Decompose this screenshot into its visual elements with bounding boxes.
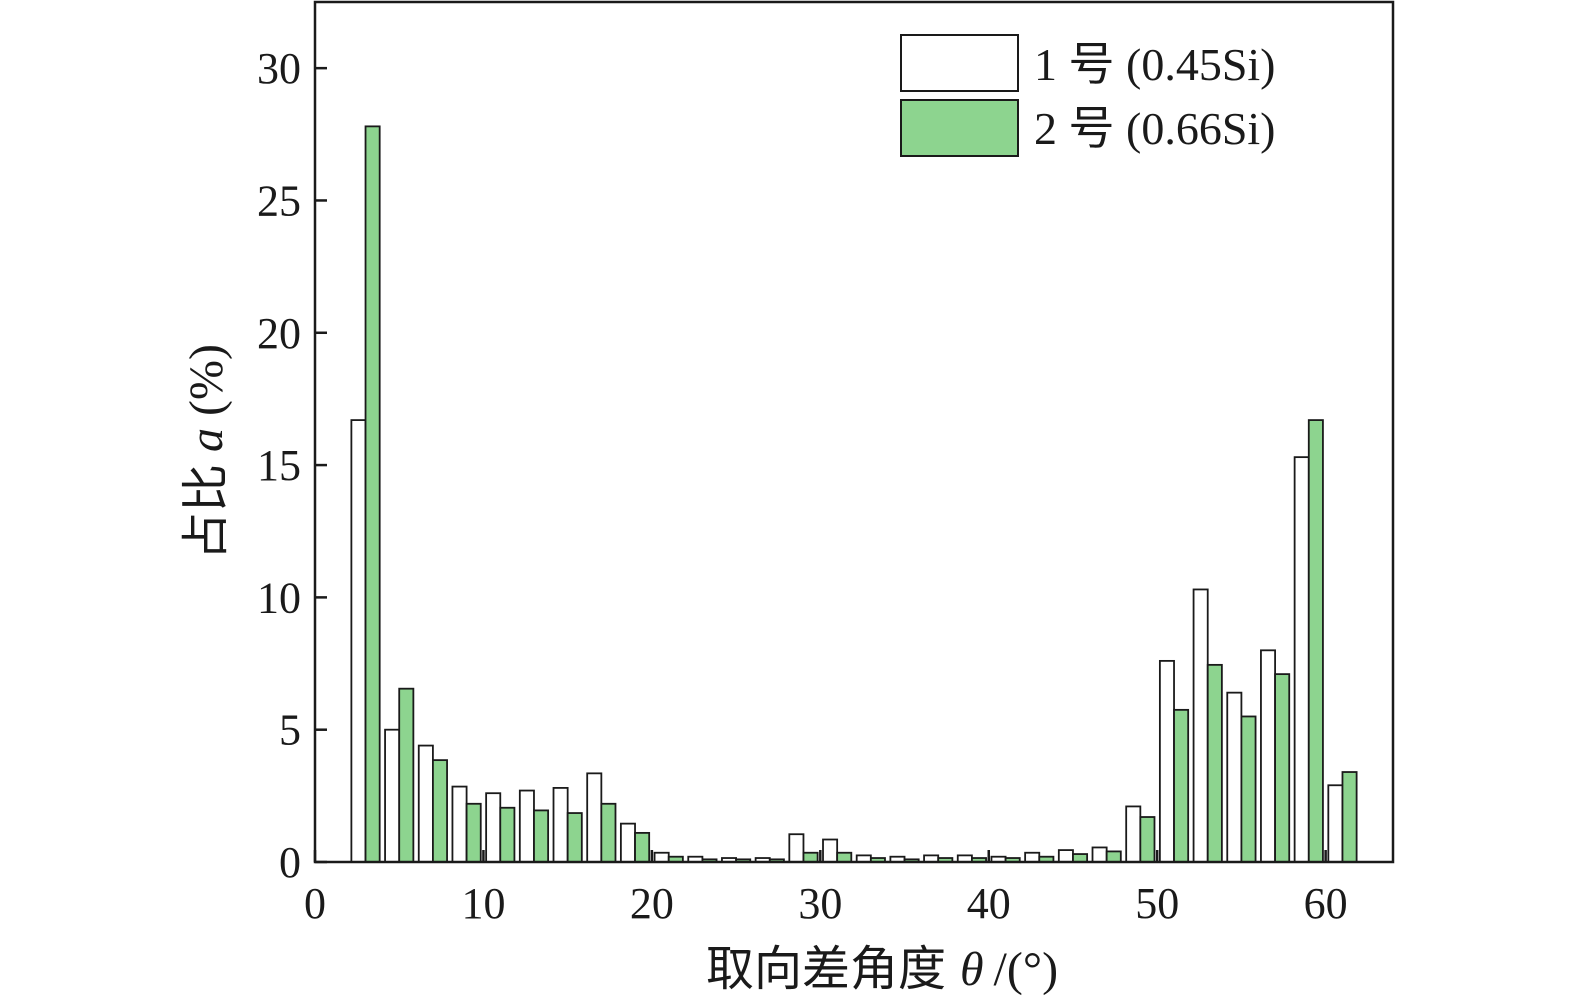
y-axis-title-symbol: a — [180, 428, 233, 452]
bar-series-1-bin-9 — [451, 785, 468, 863]
bar-series-1-bin-3 — [350, 419, 367, 863]
bar-series-2-bin-61 — [1341, 771, 1358, 863]
bar-series-1-bin-5 — [384, 728, 401, 863]
bar-series-1-bin-29 — [788, 833, 805, 863]
legend-label-series-1: 1 号 (0.45Si) — [1034, 39, 1276, 90]
bar-series-2-bin-15 — [566, 812, 583, 863]
y-tick-label-20: 20 — [257, 309, 301, 358]
y-tick-label-25: 25 — [257, 176, 301, 225]
x-tick-label-50: 50 — [1135, 879, 1179, 928]
x-tick-label-40: 40 — [967, 879, 1011, 928]
bar-series-1-bin-17 — [586, 772, 603, 863]
bar-series-2-bin-13 — [533, 809, 550, 863]
bar-series-2-bin-29 — [802, 851, 819, 863]
x-tick-label-20: 20 — [630, 879, 674, 928]
plot-frame — [313, 0, 1395, 864]
y-axis-title-main: 占比 — [180, 464, 233, 560]
x-axis-title-unit: /(°) — [994, 943, 1059, 996]
bar-series-1-bin-7 — [417, 744, 434, 863]
axes-layer — [313, 0, 1395, 864]
bar-series-2-bin-53 — [1206, 663, 1223, 863]
bar-series-2-bin-51 — [1173, 708, 1190, 863]
y-tick-label-0: 0 — [279, 838, 301, 887]
y-tick-label-30: 30 — [257, 44, 301, 93]
bar-series-2-bin-55 — [1240, 715, 1257, 863]
x-tick-label-0: 0 — [304, 879, 326, 928]
bar-series-2-bin-3 — [364, 125, 381, 863]
bar-series-1-bin-53 — [1192, 588, 1209, 863]
bar-series-2-bin-19 — [634, 831, 651, 863]
y-axis-title: 占比 a (%) — [180, 344, 233, 560]
bar-series-1-bin-45 — [1057, 849, 1074, 863]
bar-series-2-bin-31 — [836, 851, 853, 863]
bar-series-2-bin-11 — [499, 806, 516, 863]
bar-series-1-bin-51 — [1158, 659, 1175, 863]
y-tick-label-5: 5 — [279, 706, 301, 755]
bar-series-2-bin-9 — [465, 802, 482, 863]
legend-swatch-series-1 — [900, 34, 1019, 92]
legend: 1 号 (0.45Si) 2 号 (0.66Si) — [900, 34, 1276, 157]
bar-series-2-bin-49 — [1139, 816, 1156, 863]
legend-label-series-2: 2 号 (0.66Si) — [1034, 103, 1276, 154]
bar-series-1-bin-59 — [1293, 456, 1310, 863]
bar-series-1-bin-61 — [1327, 784, 1344, 863]
x-axis-title-symbol: θ — [960, 943, 984, 996]
y-tick-label-15: 15 — [257, 441, 301, 490]
y-axis-title-unit: (%) — [180, 344, 233, 416]
bar-series-1-bin-47 — [1091, 846, 1108, 863]
bar-series-1-bin-15 — [552, 787, 569, 863]
bar-series-1-bin-11 — [485, 792, 502, 863]
ticks-layer: 0 5 10 15 20 25 30 0 10 20 30 40 50 60 — [257, 44, 1348, 928]
x-tick-label-60: 60 — [1304, 879, 1348, 928]
bar-series-2-bin-57 — [1274, 673, 1291, 863]
bar-series-2-bin-47 — [1105, 850, 1122, 863]
x-tick-label-10: 10 — [461, 879, 505, 928]
bar-series-2-bin-17 — [600, 802, 617, 863]
legend-swatch-series-2 — [900, 99, 1019, 157]
bar-series-2-bin-5 — [398, 687, 415, 863]
bar-series-2-bin-7 — [432, 759, 448, 863]
bar-series-1-bin-49 — [1125, 805, 1142, 863]
bar-series-1-bin-21 — [653, 851, 670, 863]
bar-series-1-bin-13 — [518, 789, 535, 863]
x-axis-title-main: 取向差角度 — [706, 943, 946, 996]
bar-series-1-bin-31 — [822, 838, 839, 863]
bar-series-1-bin-43 — [1024, 851, 1041, 863]
bar-series-2-bin-59 — [1307, 419, 1324, 863]
bar-series-1-bin-19 — [619, 822, 636, 863]
y-tick-label-10: 10 — [257, 573, 301, 622]
bar-series-1-bin-55 — [1226, 691, 1243, 863]
x-tick-label-30: 30 — [798, 879, 842, 928]
bars-layer — [350, 125, 1358, 863]
x-axis-title: 取向差角度 θ/(°) — [706, 943, 1058, 996]
bar-series-1-bin-57 — [1260, 649, 1276, 863]
